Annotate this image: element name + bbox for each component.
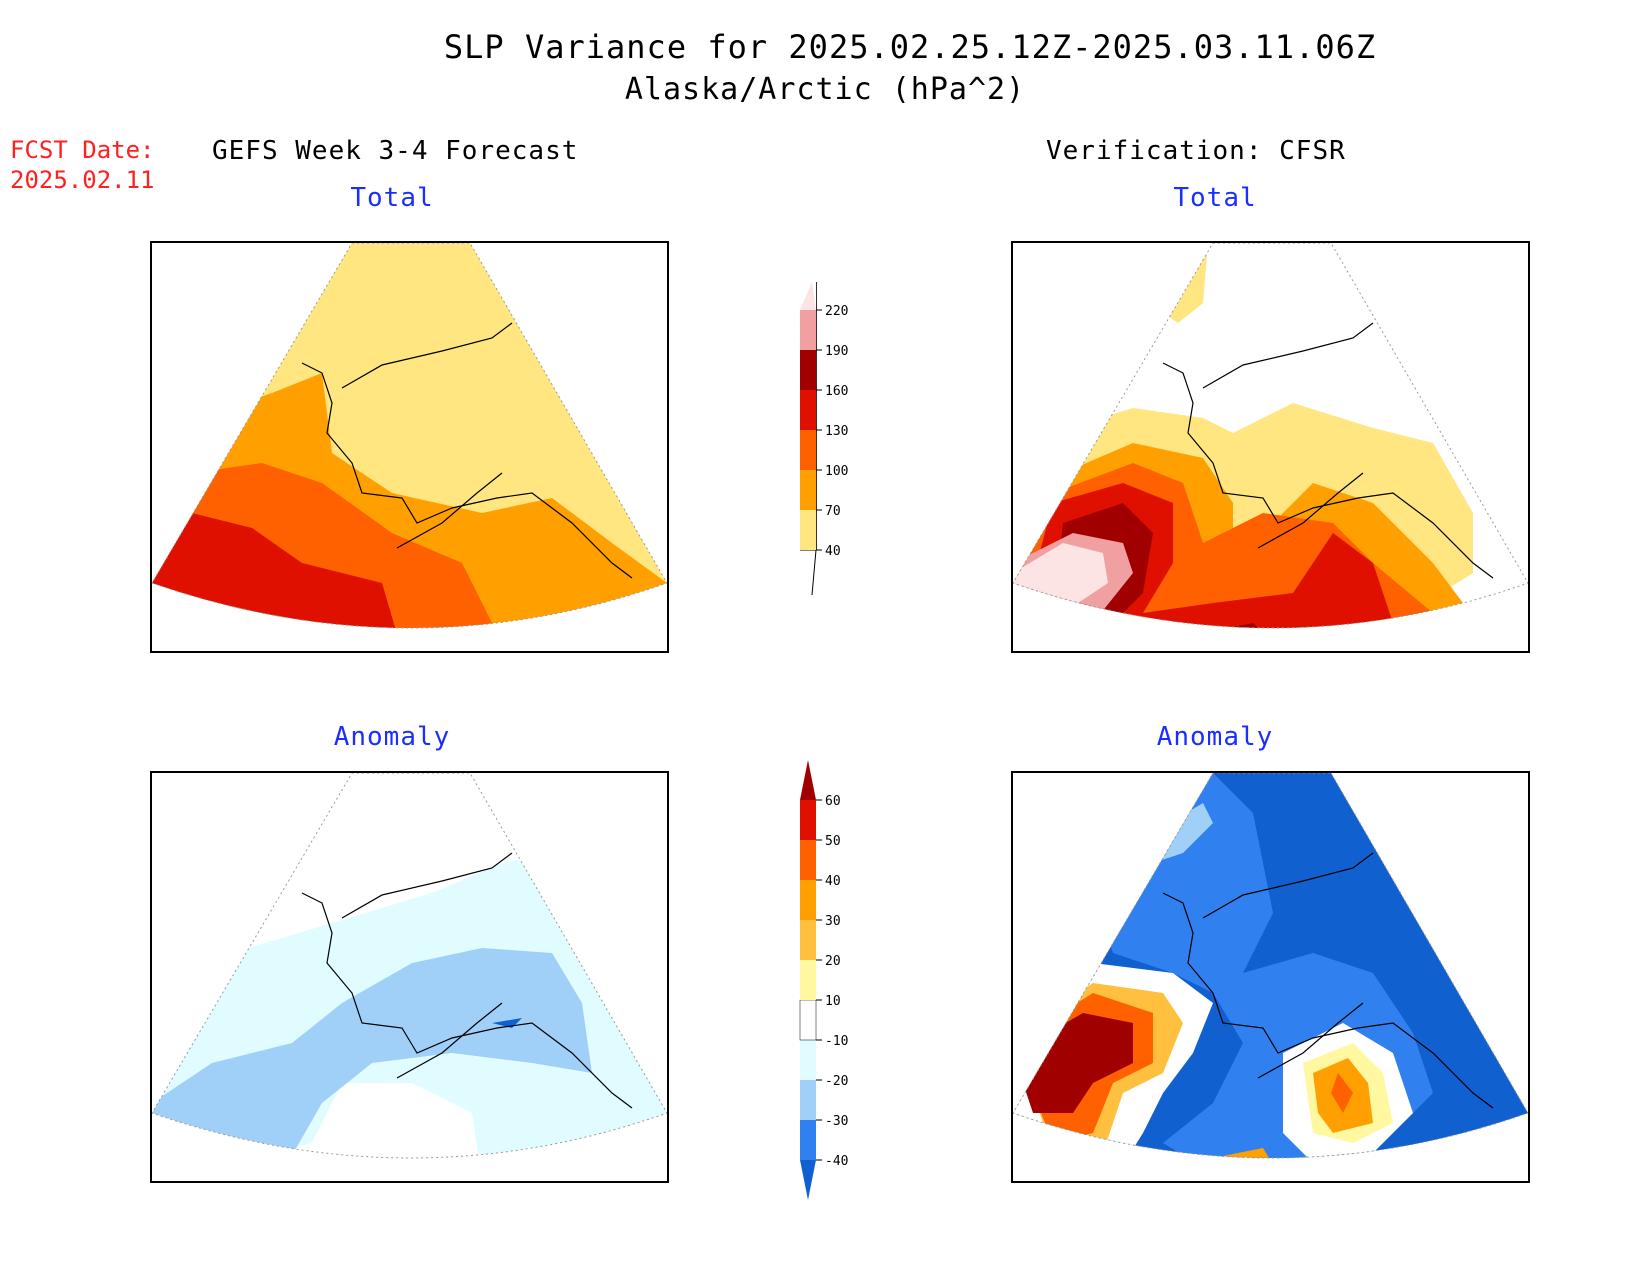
colorbar-segment <box>800 1160 816 1200</box>
colorbar-tick-label: -30 <box>825 1114 848 1129</box>
colorbar-segment <box>800 430 816 470</box>
forecast-date-label: FCST Date: <box>10 136 155 164</box>
colorbar-segment <box>800 760 816 800</box>
verification-column-title: Verification: CFSR <box>1046 136 1346 166</box>
forecast-total-fill <box>152 243 667 628</box>
colorbar-segment <box>800 1040 816 1080</box>
colorbar-segment <box>800 800 816 840</box>
colorbar-tick-label: 190 <box>825 344 848 359</box>
forecast-anomaly-map <box>150 771 669 1183</box>
verification-total-fill <box>1013 243 1528 628</box>
forecast-anomaly-fill <box>152 773 667 1158</box>
anomaly-colorbar: -40 -30 -20 -10 10 20 30 40 50 60 <box>799 760 848 1200</box>
colorbar-segment <box>800 1080 816 1120</box>
forecast-total-label: Total <box>350 183 434 213</box>
colorbar-segment <box>800 510 816 550</box>
colorbar-segment <box>800 880 816 920</box>
colorbar-tick-label: 40 <box>825 874 841 889</box>
colorbar-segment <box>800 310 816 350</box>
colorbar-tick-label: -40 <box>825 1154 848 1169</box>
colorbar-tick-label: 70 <box>825 504 841 519</box>
colorbar-segment <box>800 920 816 960</box>
main-subtitle: Alaska/Arctic (hPa^2) <box>624 72 1026 107</box>
colorbar-tick-label: -10 <box>825 1034 848 1049</box>
forecast-column-title: GEFS Week 3-4 Forecast <box>212 136 579 166</box>
forecast-date-value: 2025.02.11 <box>10 166 155 194</box>
colorbar-tick-label: 50 <box>825 834 841 849</box>
coastline <box>1162 322 1494 579</box>
colorbar-segment <box>800 282 816 310</box>
verification-anomaly-label: Anomaly <box>1156 722 1274 752</box>
verification-total-label: Total <box>1173 183 1257 213</box>
colorbar-tick-label: 100 <box>825 464 848 479</box>
coastline <box>1162 852 1494 1109</box>
colorbar-tick-label: 130 <box>825 424 848 439</box>
colorbar-tick-label: 30 <box>825 914 841 929</box>
colorbar-tick-label: 220 <box>825 304 848 319</box>
colorbar-segment <box>800 390 816 430</box>
colorbar-segment <box>800 960 816 1000</box>
verification-total-map <box>1011 241 1530 653</box>
forecast-total-map <box>150 241 669 653</box>
colorbar-segment <box>800 1120 816 1160</box>
coastline <box>301 852 633 1109</box>
coastline <box>301 322 633 579</box>
colorbar-tick-label: 40 <box>825 544 841 559</box>
colorbar-segment <box>800 840 816 880</box>
colorbar-tick-label: -20 <box>825 1074 848 1089</box>
verification-anomaly-map <box>1011 771 1530 1183</box>
colorbar-tick-label: 60 <box>825 794 841 809</box>
total-colorbar: 40 70 100 130 160 190 220 <box>800 282 848 596</box>
colorbar-segment <box>800 549 817 596</box>
colorbar-segment <box>800 350 816 390</box>
colorbar-segment <box>800 470 816 510</box>
forecast-date: FCST Date: 2025.02.11 <box>10 135 155 195</box>
main-title: SLP Variance for 2025.02.25.12Z-2025.03.… <box>443 28 1377 66</box>
colorbar-tick-label: 20 <box>825 954 841 969</box>
verification-anomaly-fill <box>1013 773 1528 1158</box>
colorbar-tick-label: 10 <box>825 994 841 1009</box>
colorbar-tick-label: 160 <box>825 384 848 399</box>
colorbar-segment <box>799 999 817 1041</box>
forecast-anomaly-label: Anomaly <box>333 722 451 752</box>
